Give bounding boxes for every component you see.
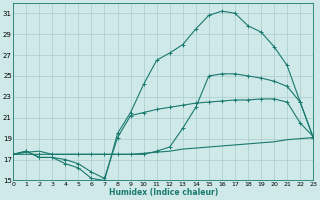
X-axis label: Humidex (Indice chaleur): Humidex (Indice chaleur) (108, 188, 218, 197)
